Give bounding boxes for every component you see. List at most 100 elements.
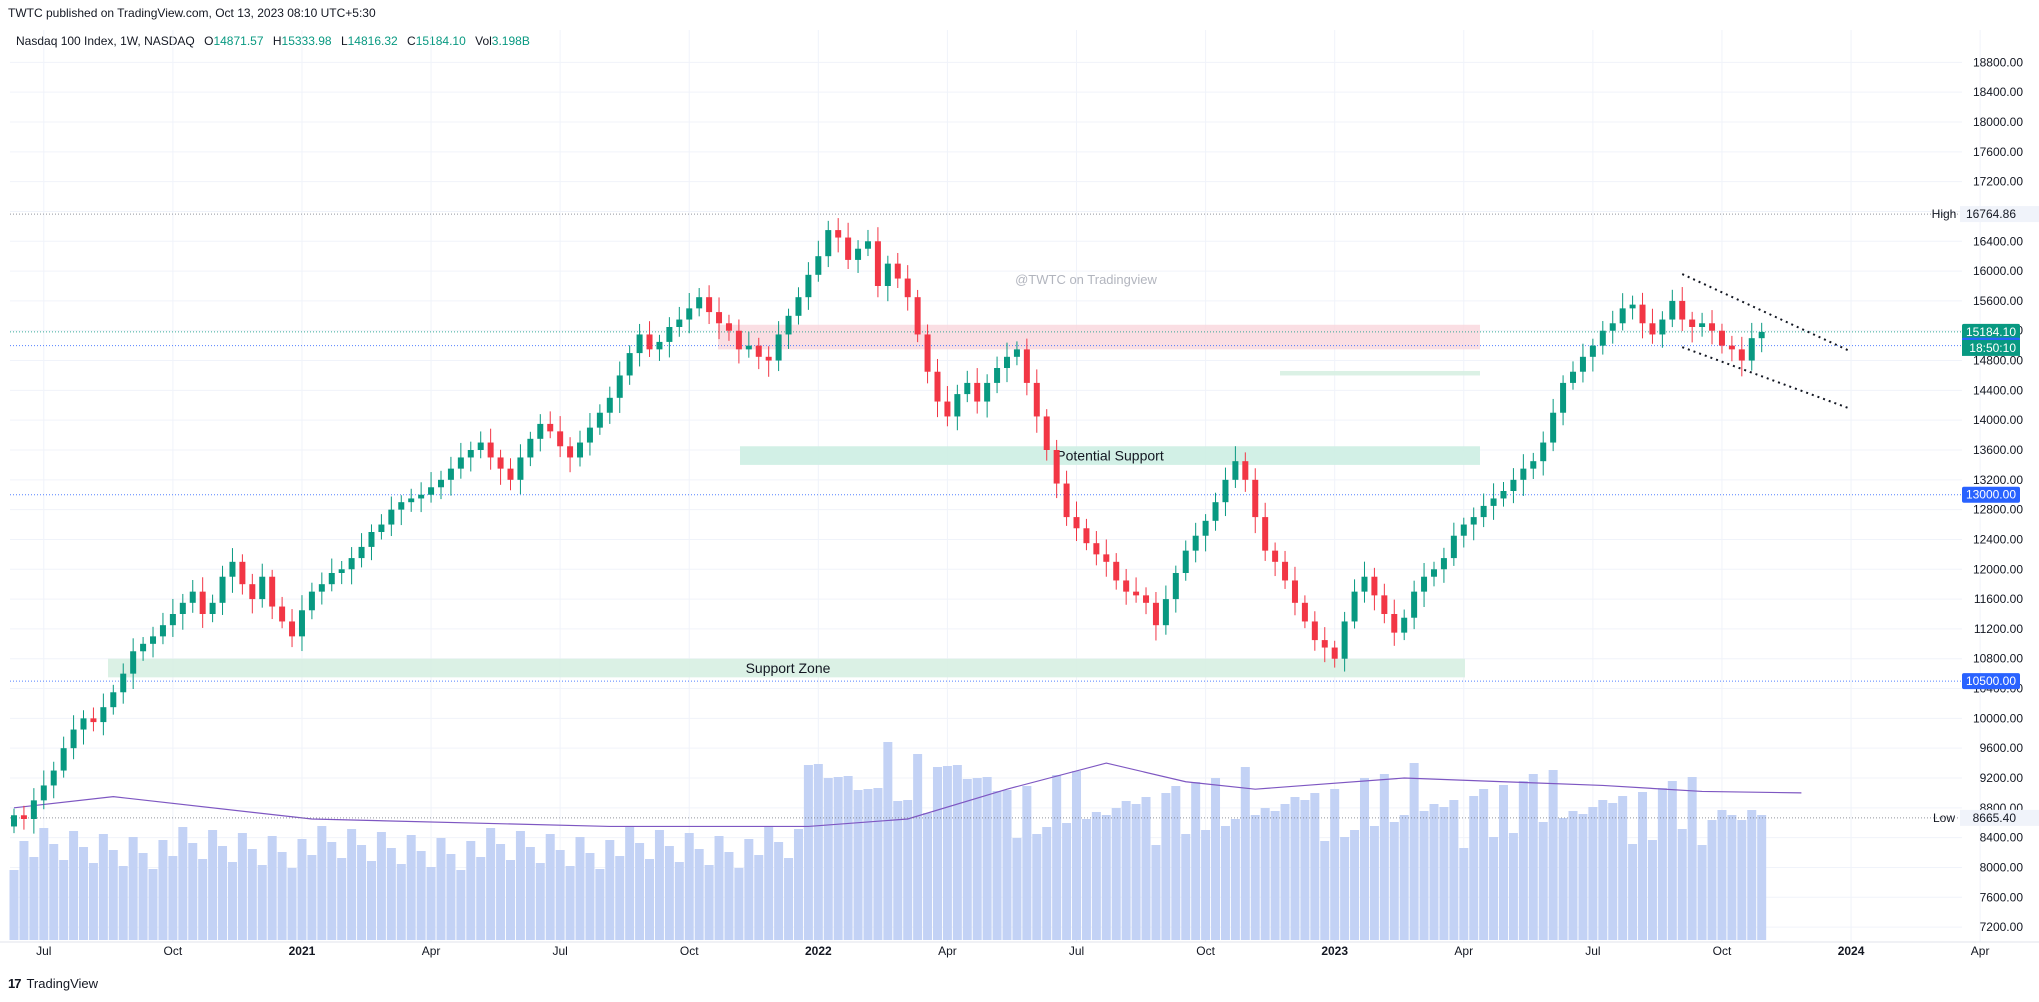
candle bbox=[169, 598, 176, 637]
candle-body bbox=[795, 297, 802, 316]
volume-bar bbox=[525, 847, 535, 940]
candle-body bbox=[1500, 491, 1507, 499]
candle bbox=[398, 495, 405, 526]
candle-body bbox=[1093, 543, 1100, 555]
y-tick-label: 9200.00 bbox=[1980, 771, 2024, 785]
volume-bar bbox=[357, 845, 367, 940]
candle-body bbox=[1162, 599, 1169, 626]
candle bbox=[1331, 640, 1338, 668]
volume-bar bbox=[1300, 800, 1310, 940]
volume-bar bbox=[625, 827, 635, 940]
candle-body bbox=[70, 729, 77, 749]
candle-body bbox=[636, 334, 643, 354]
volume-bar bbox=[1558, 818, 1568, 940]
candle-body bbox=[1401, 617, 1408, 633]
candle-body bbox=[1639, 304, 1646, 324]
candle-body bbox=[249, 584, 256, 600]
zone-label: Potential Support bbox=[1056, 448, 1164, 464]
candle-body bbox=[864, 241, 871, 249]
candle bbox=[944, 386, 951, 427]
candle-body bbox=[159, 625, 166, 637]
candle bbox=[1192, 522, 1199, 563]
tradingview-logo[interactable]: 17 TradingView bbox=[8, 976, 98, 991]
candle bbox=[567, 437, 574, 473]
volume-bar bbox=[1191, 782, 1201, 940]
candle bbox=[984, 374, 991, 418]
candle bbox=[1321, 627, 1328, 663]
volume-bar bbox=[1757, 815, 1767, 940]
candle bbox=[1709, 310, 1716, 345]
candle bbox=[1232, 446, 1239, 488]
volume-bar bbox=[98, 834, 108, 940]
candle bbox=[1381, 583, 1388, 624]
candle-body bbox=[457, 457, 464, 469]
open-label: O bbox=[204, 34, 214, 48]
candle bbox=[517, 444, 524, 495]
candle bbox=[50, 761, 57, 799]
level-badge-bg bbox=[1962, 323, 2020, 340]
candle bbox=[716, 297, 723, 340]
volume-bar bbox=[79, 847, 89, 940]
candle-body bbox=[110, 692, 117, 708]
volume-bar bbox=[1220, 826, 1230, 940]
candles[interactable] bbox=[11, 218, 1765, 834]
candle-body bbox=[1043, 416, 1050, 450]
volume-bar bbox=[1707, 820, 1717, 940]
volume-bar bbox=[118, 866, 128, 940]
candle-body bbox=[1421, 576, 1428, 592]
candle-body bbox=[874, 241, 881, 286]
volume-bar bbox=[366, 861, 376, 940]
volume-bar bbox=[436, 838, 446, 940]
candle bbox=[1550, 398, 1557, 452]
volume-bar bbox=[1449, 800, 1459, 940]
volume-bar bbox=[1439, 807, 1449, 940]
candle-body bbox=[308, 591, 315, 611]
candle-body bbox=[1282, 561, 1289, 581]
y-tick-label: 14000.00 bbox=[1973, 413, 2023, 427]
candle-body bbox=[169, 614, 176, 626]
candle-body bbox=[1103, 554, 1110, 562]
candle-body bbox=[1599, 330, 1606, 346]
candle bbox=[1589, 338, 1596, 372]
volume-bar bbox=[1399, 815, 1409, 940]
candle-body bbox=[120, 673, 127, 693]
candle bbox=[1649, 308, 1656, 344]
candle bbox=[884, 255, 891, 302]
symbol-title[interactable]: Nasdaq 100 Index, 1W, NASDAQ bbox=[16, 34, 195, 48]
candle-body bbox=[1589, 345, 1596, 357]
candle-body bbox=[755, 345, 762, 357]
tradingview-logo-icon: 17 bbox=[8, 976, 22, 991]
volume-bar bbox=[744, 839, 754, 940]
volume-bar bbox=[446, 854, 456, 940]
candle bbox=[487, 428, 494, 470]
volume-bar bbox=[1340, 837, 1350, 940]
volume-bar bbox=[158, 840, 168, 940]
volume-bar bbox=[317, 826, 327, 940]
x-tick-label: 2024 bbox=[1838, 944, 1865, 958]
candle-body bbox=[1738, 349, 1745, 361]
candle bbox=[646, 321, 653, 357]
candle bbox=[1262, 502, 1269, 561]
candle-body bbox=[517, 457, 524, 480]
candle-body bbox=[477, 442, 484, 450]
candle bbox=[1530, 452, 1537, 479]
candle-body bbox=[696, 297, 703, 309]
volume-bar bbox=[1379, 774, 1389, 940]
low-value: 14816.32 bbox=[347, 34, 398, 48]
ohlc-legend: Nasdaq 100 Index, 1W, NASDAQ O14871.57 H… bbox=[16, 34, 530, 48]
volume-bar bbox=[674, 862, 684, 940]
candle bbox=[1659, 311, 1666, 348]
candle bbox=[269, 569, 276, 620]
candle bbox=[765, 346, 772, 377]
volume-bar bbox=[1578, 814, 1588, 940]
x-tick-label: Oct bbox=[1196, 944, 1215, 958]
candle-body bbox=[1470, 517, 1477, 525]
candle bbox=[90, 707, 97, 732]
candle bbox=[1301, 595, 1308, 629]
volume-bar bbox=[1290, 797, 1300, 940]
candle-body bbox=[735, 330, 742, 350]
candle-body bbox=[447, 468, 454, 480]
candle-body bbox=[1232, 461, 1239, 480]
candle-body bbox=[388, 509, 395, 525]
